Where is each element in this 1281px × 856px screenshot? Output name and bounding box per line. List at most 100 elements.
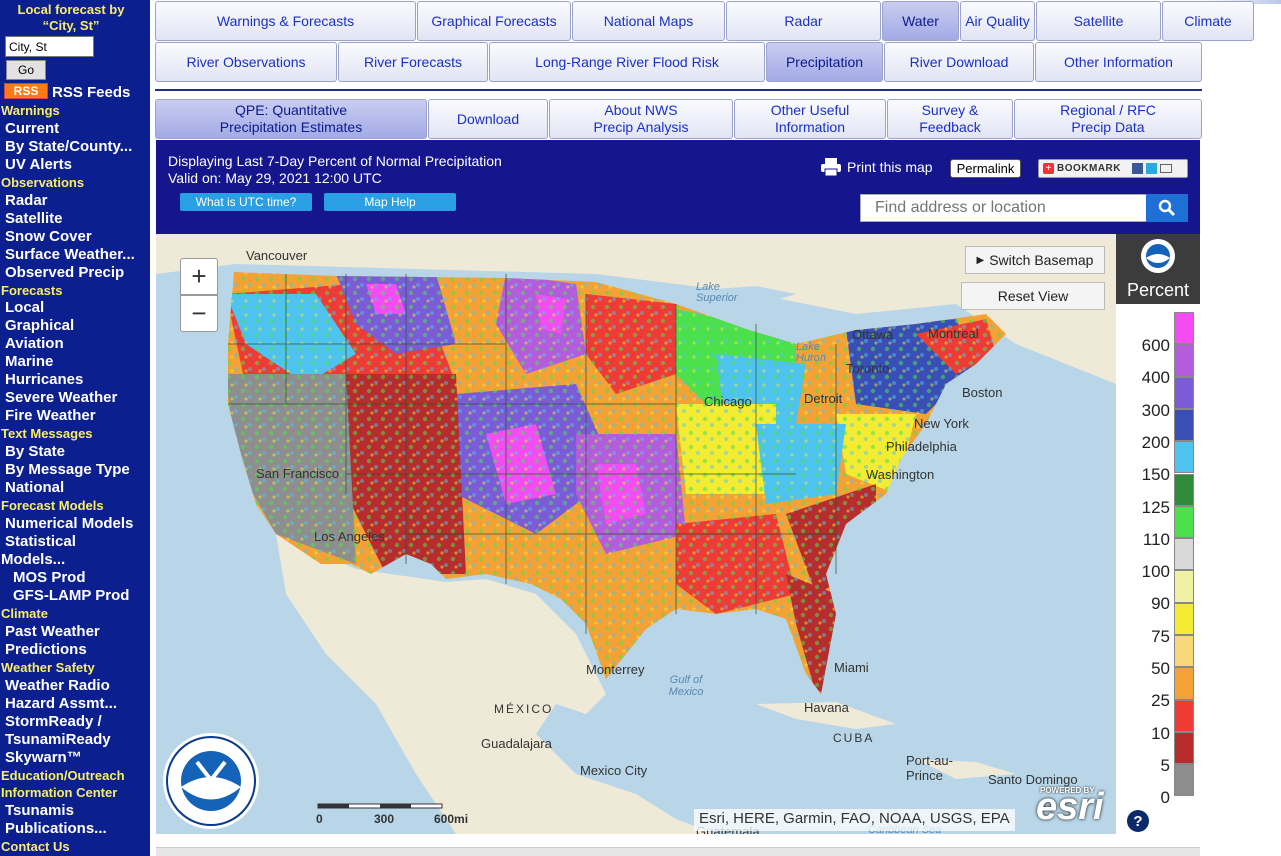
sidebar-link[interactable]: Statistical [5,532,76,550]
tab-river-forecasts[interactable]: River Forecasts [338,42,488,82]
rss-icon[interactable]: RSS [4,83,48,99]
local-forecast-title-line1: Local forecast by [17,2,125,17]
zoom-out-button[interactable]: − [180,295,218,332]
esri-logo: esri [1036,786,1104,828]
tab-graphical-forecasts[interactable]: Graphical Forecasts [417,1,571,41]
permalink-button[interactable]: Permalink [950,159,1021,178]
legend-label: 75 [1151,626,1170,646]
sidebar-link[interactable]: Satellite [5,209,63,227]
sidebar-link[interactable]: GFS-LAMP Prod [13,586,130,604]
sidebar-link[interactable]: Publications... [5,820,107,838]
legend-swatch [1174,473,1194,506]
legend-label: 110 [1142,529,1170,549]
sidebar-link[interactable]: By Message Type [5,461,130,479]
tab-climate[interactable]: Climate [1162,1,1254,41]
tab-other-useful-information[interactable]: Other Useful Information [734,99,886,139]
legend-swatch [1174,344,1194,377]
sidebar-link[interactable]: Graphical [5,317,75,335]
map-label: Boston [962,385,1003,400]
sidebar-heading: Warnings [1,103,60,118]
tab-qpe-quantitative-precipitation-estimates[interactable]: QPE: Quantitative Precipitation Estimate… [155,99,427,139]
bookmark-share-button[interactable]: + BOOKMARK [1038,159,1188,178]
divider [155,89,1202,91]
legend-label: 200 [1141,432,1170,452]
city-state-input[interactable] [5,36,94,57]
rss-feeds-link[interactable]: RSS Feeds [52,84,131,101]
sidebar-link[interactable]: Surface Weather... [5,245,135,263]
sidebar-link[interactable]: Skywarn™ [5,748,82,766]
tab-water[interactable]: Water [882,1,959,41]
sidebar-link[interactable]: Hazard Assmt... [5,694,117,712]
map-help-button[interactable]: Map Help [324,193,456,211]
sidebar-link[interactable]: Aviation [5,335,64,353]
tab-river-download[interactable]: River Download [884,42,1034,82]
map-label: CUBA [833,731,875,745]
caret-right-icon: ▶ [976,254,985,266]
search-button[interactable] [1146,194,1188,222]
sidebar-link[interactable]: Weather Radio [5,676,110,694]
legend-label: 125 [1141,497,1170,517]
sidebar-link[interactable]: Numerical Models [5,514,134,532]
percent-legend: Percent 600 400 300 200 150 125 110 100 90 75 50 25… [1116,234,1200,834]
map-label: Montreal [928,326,979,341]
sidebar-link[interactable]: By State/County... [5,137,133,155]
sidebar-link[interactable]: Local [5,299,45,317]
print-map-button[interactable]: Print this map [821,158,933,176]
noaa-small-logo [1141,239,1175,273]
state-borders [228,274,837,634]
sidebar-link[interactable]: Tsunamis [5,802,74,820]
map-canvas [156,234,1116,834]
map-label: MÉXICO [494,702,554,716]
tab-precipitation[interactable]: Precipitation [766,42,883,82]
legend-swatch [1174,441,1194,474]
sidebar-link[interactable]: Predictions [5,640,87,658]
sidebar-link[interactable]: Snow Cover [5,227,92,245]
tab-satellite[interactable]: Satellite [1036,1,1161,41]
sidebar-heading: Information Center [1,785,118,801]
tab-warnings-forecasts[interactable]: Warnings & Forecasts [155,1,416,41]
sidebar-link[interactable]: Marine [5,353,54,371]
scale-label-600: 600mi [434,812,469,826]
tab-air-quality[interactable]: Air Quality [960,1,1035,41]
tab-national-maps[interactable]: National Maps [572,1,725,41]
sidebar-link[interactable]: Models... [1,550,66,568]
legend-header: Percent [1116,234,1200,304]
twitter-icon [1146,163,1157,174]
tab-river-observations[interactable]: River Observations [155,42,337,82]
water-sub-tabs: River Observations River Forecasts Long-Ra… [155,42,1202,84]
sidebar-link[interactable]: StormReady / [5,712,102,730]
sidebar-link[interactable]: Observed Precip [5,263,125,281]
precipitation-map[interactable]: Vancouver Lake Superior Ottawa Montreal … [156,234,1116,834]
utc-time-button[interactable]: What is UTC time? [180,193,312,211]
print-map-label: Print this map [847,159,933,175]
sidebar-link[interactable]: Severe Weather [5,389,118,407]
sidebar-link[interactable]: MOS Prod [13,568,86,586]
plus-icon: + [1043,163,1054,174]
sidebar-link[interactable]: National [5,479,65,497]
sidebar-link[interactable]: Hurricanes [5,371,84,389]
tab-about-nws-precip-analysis[interactable]: About NWS Precip Analysis [549,99,733,139]
help-icon[interactable]: ? [1127,810,1149,832]
sidebar-link[interactable]: Fire Weather [5,407,96,425]
sidebar-link[interactable]: Radar [5,191,48,209]
map-label: Chicago [704,394,752,409]
tab-other-information[interactable]: Other Information [1035,42,1202,82]
sidebar-link[interactable]: Past Weather [5,622,100,640]
tab-survey-feedback[interactable]: Survey & Feedback [887,99,1013,139]
legend-swatch [1174,764,1194,797]
sidebar-link[interactable]: Current [5,119,60,137]
tab-regional-rfc-precip-data[interactable]: Regional / RFC Precip Data [1014,99,1202,139]
tab-long-range-river-flood-risk[interactable]: Long-Range River Flood Risk [489,42,765,82]
switch-basemap-button[interactable]: ▶ Switch Basemap [965,246,1105,274]
tab-radar[interactable]: Radar [726,1,881,41]
location-search-input[interactable] [860,194,1147,222]
reset-view-button[interactable]: Reset View [961,282,1105,310]
sidebar-link[interactable]: By State [5,443,66,461]
sidebar-link[interactable]: UV Alerts [5,155,72,173]
sidebar-link[interactable]: TsunamiReady [5,730,111,748]
tab-download[interactable]: Download [428,99,548,139]
zoom-in-button[interactable]: + [180,258,218,295]
legend-swatch [1174,570,1194,603]
facebook-icon [1132,163,1143,174]
go-button[interactable]: Go [6,60,46,80]
